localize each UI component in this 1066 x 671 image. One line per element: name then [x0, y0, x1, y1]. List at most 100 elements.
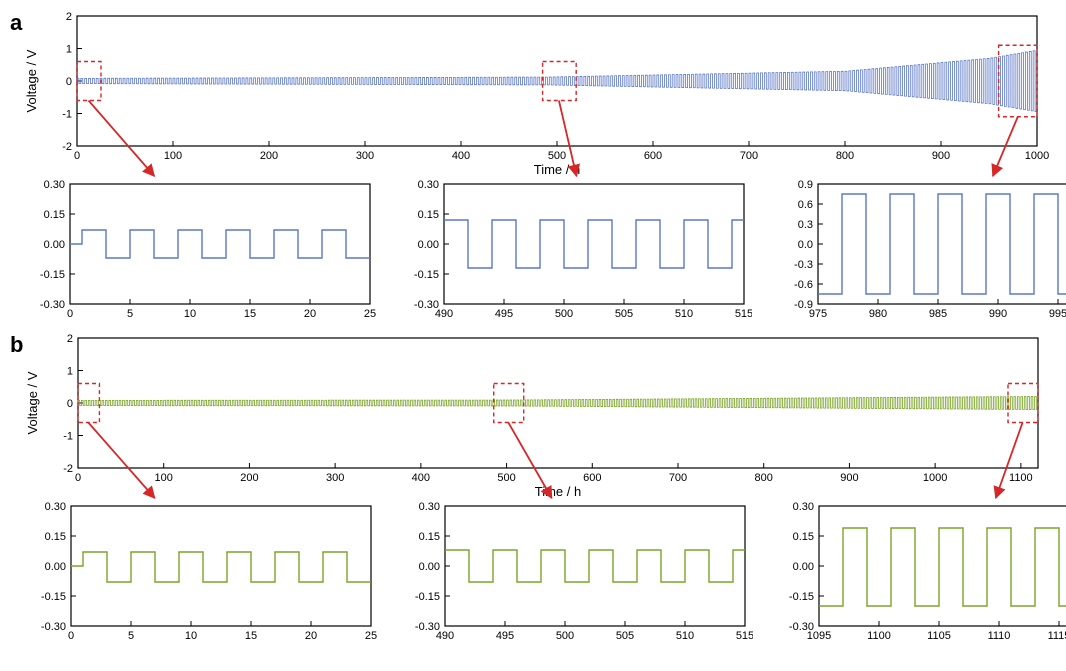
svg-text:600: 600: [644, 150, 662, 162]
svg-text:-0.9: -0.9: [794, 299, 813, 311]
inset-chart: 9759809859909951000-0.9-0.6-0.30.00.30.6…: [770, 178, 1066, 326]
svg-text:-0.15: -0.15: [40, 269, 65, 281]
inset-chart: 0510152025-0.30-0.150.000.150.30: [23, 500, 379, 648]
svg-text:Time / h: Time / h: [535, 484, 581, 499]
svg-text:0.00: 0.00: [45, 561, 66, 573]
svg-text:995: 995: [1049, 308, 1066, 320]
svg-text:600: 600: [584, 472, 602, 484]
svg-text:1100: 1100: [868, 630, 892, 642]
svg-text:Voltage / V: Voltage / V: [25, 371, 40, 434]
svg-text:20: 20: [304, 308, 316, 320]
svg-text:980: 980: [869, 308, 887, 320]
svg-text:500: 500: [498, 472, 516, 484]
svg-text:15: 15: [244, 308, 256, 320]
svg-text:-0.30: -0.30: [415, 621, 440, 633]
svg-text:0.9: 0.9: [798, 179, 813, 191]
svg-text:300: 300: [356, 150, 374, 162]
inset-chart: 0510152025-0.30-0.150.000.150.30: [22, 178, 378, 326]
svg-text:900: 900: [932, 150, 950, 162]
svg-text:-0.30: -0.30: [41, 621, 66, 633]
svg-text:0.15: 0.15: [45, 531, 66, 543]
svg-text:0.00: 0.00: [44, 239, 65, 251]
svg-text:-1: -1: [64, 431, 74, 443]
svg-text:25: 25: [364, 308, 376, 320]
svg-text:25: 25: [365, 630, 377, 642]
svg-text:-0.30: -0.30: [789, 621, 814, 633]
panel-label-a: a: [10, 10, 22, 36]
panel-b-main-chart: 010020030040050060070080090010001100-2-1…: [23, 332, 1066, 500]
svg-text:-0.30: -0.30: [414, 299, 439, 311]
svg-text:0.00: 0.00: [793, 561, 814, 573]
svg-text:0: 0: [74, 150, 80, 162]
panel-a-main-chart: 01002003004005006007008009001000-2-1012V…: [22, 10, 1066, 178]
svg-text:1000: 1000: [1025, 150, 1049, 162]
svg-text:300: 300: [326, 472, 344, 484]
panel-b-insets: 0510152025-0.30-0.150.000.150.3049049550…: [23, 500, 1066, 648]
svg-text:0: 0: [75, 472, 81, 484]
svg-text:0.30: 0.30: [793, 501, 814, 513]
svg-text:-0.6: -0.6: [794, 279, 813, 291]
svg-text:2: 2: [66, 11, 72, 23]
svg-text:505: 505: [615, 308, 633, 320]
svg-text:0.15: 0.15: [419, 531, 440, 543]
svg-text:10: 10: [185, 630, 197, 642]
svg-text:1: 1: [67, 366, 73, 378]
svg-text:0.3: 0.3: [798, 219, 813, 231]
svg-text:500: 500: [548, 150, 566, 162]
svg-text:505: 505: [616, 630, 634, 642]
svg-text:1110: 1110: [988, 630, 1011, 642]
svg-text:2: 2: [67, 333, 73, 345]
svg-text:20: 20: [305, 630, 317, 642]
svg-text:-0.30: -0.30: [40, 299, 65, 311]
svg-text:0: 0: [68, 630, 74, 642]
svg-text:100: 100: [155, 472, 173, 484]
svg-text:200: 200: [241, 472, 259, 484]
svg-text:0.15: 0.15: [793, 531, 814, 543]
svg-text:0.0: 0.0: [798, 239, 813, 251]
svg-text:510: 510: [676, 630, 694, 642]
svg-text:500: 500: [556, 630, 574, 642]
svg-text:1000: 1000: [923, 472, 947, 484]
svg-text:0.30: 0.30: [44, 179, 65, 191]
svg-text:0.30: 0.30: [418, 179, 439, 191]
svg-text:10: 10: [184, 308, 196, 320]
svg-text:800: 800: [836, 150, 854, 162]
panel-label-b: b: [10, 332, 23, 358]
svg-text:200: 200: [260, 150, 278, 162]
svg-text:495: 495: [495, 308, 513, 320]
svg-text:900: 900: [841, 472, 859, 484]
svg-text:0.15: 0.15: [44, 209, 65, 221]
svg-text:0: 0: [67, 308, 73, 320]
svg-text:0.30: 0.30: [419, 501, 440, 513]
svg-text:700: 700: [740, 150, 758, 162]
svg-text:985: 985: [929, 308, 947, 320]
svg-text:0.15: 0.15: [418, 209, 439, 221]
svg-text:15: 15: [245, 630, 257, 642]
panel-a-insets: 0510152025-0.30-0.150.000.150.3049049550…: [22, 178, 1066, 326]
svg-text:495: 495: [496, 630, 514, 642]
svg-text:0: 0: [66, 76, 72, 88]
svg-text:-0.15: -0.15: [415, 591, 440, 603]
svg-text:990: 990: [989, 308, 1007, 320]
svg-text:800: 800: [755, 472, 773, 484]
svg-text:Voltage / V: Voltage / V: [24, 49, 39, 112]
svg-text:1115: 1115: [1048, 630, 1066, 642]
svg-text:-0.15: -0.15: [789, 591, 814, 603]
svg-text:515: 515: [736, 630, 753, 642]
inset-chart: 490495500505510515-0.30-0.150.000.150.30: [396, 178, 752, 326]
svg-text:-0.3: -0.3: [794, 259, 813, 271]
svg-text:0: 0: [67, 398, 73, 410]
svg-text:700: 700: [669, 472, 687, 484]
svg-text:-0.15: -0.15: [41, 591, 66, 603]
svg-text:-1: -1: [62, 109, 72, 121]
svg-text:500: 500: [555, 308, 573, 320]
svg-text:400: 400: [452, 150, 470, 162]
svg-text:0.30: 0.30: [45, 501, 66, 513]
inset-chart: 109511001105111011151120-0.30-0.150.000.…: [771, 500, 1066, 648]
inset-chart: 490495500505510515-0.30-0.150.000.150.30: [397, 500, 753, 648]
svg-text:0.6: 0.6: [798, 199, 813, 211]
svg-text:1: 1: [66, 44, 72, 56]
svg-text:-0.15: -0.15: [414, 269, 439, 281]
svg-text:1100: 1100: [1009, 472, 1033, 484]
svg-text:0.00: 0.00: [419, 561, 440, 573]
